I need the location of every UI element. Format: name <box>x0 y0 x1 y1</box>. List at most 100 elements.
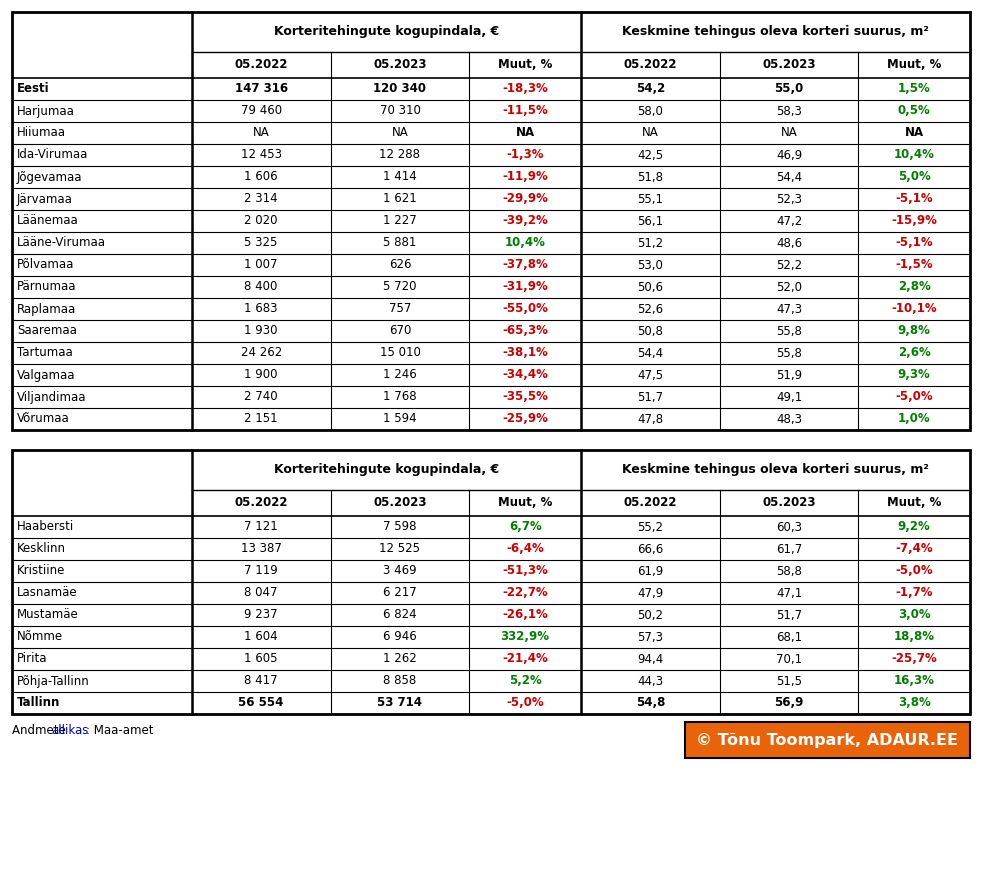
Text: NA: NA <box>904 127 924 139</box>
Text: 51,8: 51,8 <box>637 171 663 184</box>
Text: 52,0: 52,0 <box>776 281 802 293</box>
Text: -15,9%: -15,9% <box>892 214 937 228</box>
Text: 61,9: 61,9 <box>637 564 664 578</box>
Text: Muut, %: Muut, % <box>498 59 552 72</box>
Text: 8 858: 8 858 <box>383 675 416 688</box>
Text: 1 227: 1 227 <box>383 214 416 228</box>
Text: Kristiine: Kristiine <box>17 564 66 578</box>
Text: 47,1: 47,1 <box>776 586 802 599</box>
Text: 58,0: 58,0 <box>637 104 663 117</box>
Bar <box>685 722 970 758</box>
Text: NA: NA <box>781 127 797 139</box>
Text: Muut, %: Muut, % <box>498 496 552 509</box>
Text: Keskmine tehingus oleva korteri suurus, m²: Keskmine tehingus oleva korteri suurus, … <box>622 464 929 477</box>
Bar <box>12 450 970 714</box>
Text: 05.2022: 05.2022 <box>235 59 288 72</box>
Text: 05.2022: 05.2022 <box>624 496 677 509</box>
Text: 66,6: 66,6 <box>637 542 664 556</box>
Text: 05.2023: 05.2023 <box>373 59 427 72</box>
Text: -31,9%: -31,9% <box>502 281 548 293</box>
Text: 9,2%: 9,2% <box>898 521 931 534</box>
Text: 5,0%: 5,0% <box>898 171 931 184</box>
Text: 5 720: 5 720 <box>383 281 416 293</box>
Text: 15 010: 15 010 <box>379 346 420 360</box>
Text: 6 946: 6 946 <box>383 631 416 643</box>
Text: -25,7%: -25,7% <box>892 653 937 666</box>
Text: Mustamäe: Mustamäe <box>17 608 79 621</box>
Text: 3,0%: 3,0% <box>898 608 931 621</box>
Text: 55,2: 55,2 <box>637 521 663 534</box>
Text: Ida-Virumaa: Ida-Virumaa <box>17 149 88 162</box>
Text: -10,1%: -10,1% <box>892 303 937 316</box>
Text: 79 460: 79 460 <box>241 104 282 117</box>
Text: : Maa-amet: : Maa-amet <box>86 724 153 737</box>
Text: 51,5: 51,5 <box>776 675 802 688</box>
Text: -55,0%: -55,0% <box>502 303 548 316</box>
Text: 44,3: 44,3 <box>637 675 664 688</box>
Text: 49,1: 49,1 <box>776 390 802 403</box>
Text: Viljandimaa: Viljandimaa <box>17 390 86 403</box>
Text: -6,4%: -6,4% <box>507 542 544 556</box>
Text: -1,7%: -1,7% <box>896 586 933 599</box>
Text: 55,8: 55,8 <box>776 346 802 360</box>
Text: 50,8: 50,8 <box>637 325 663 338</box>
Text: Järvamaa: Järvamaa <box>17 192 73 206</box>
Text: 54,2: 54,2 <box>635 82 665 95</box>
Text: 1 930: 1 930 <box>245 325 278 338</box>
Text: Lääne-Virumaa: Lääne-Virumaa <box>17 236 106 249</box>
Text: -26,1%: -26,1% <box>502 608 548 621</box>
Text: 1 414: 1 414 <box>383 171 416 184</box>
Text: 8 417: 8 417 <box>245 675 278 688</box>
Text: Tallinn: Tallinn <box>17 696 60 710</box>
Text: Põhja-Tallinn: Põhja-Tallinn <box>17 675 89 688</box>
Text: NA: NA <box>252 127 269 139</box>
Text: -22,7%: -22,7% <box>503 586 548 599</box>
Text: 9,3%: 9,3% <box>898 368 931 382</box>
Text: 1 606: 1 606 <box>245 171 278 184</box>
Text: 58,3: 58,3 <box>776 104 802 117</box>
Text: 2 020: 2 020 <box>245 214 278 228</box>
Text: -51,3%: -51,3% <box>502 564 548 578</box>
Text: -5,1%: -5,1% <box>896 236 933 249</box>
Text: 147 316: 147 316 <box>235 82 288 95</box>
Text: 05.2022: 05.2022 <box>235 496 288 509</box>
Text: -25,9%: -25,9% <box>502 412 548 425</box>
Text: 94,4: 94,4 <box>637 653 664 666</box>
Text: 48,6: 48,6 <box>776 236 802 249</box>
Text: -5,0%: -5,0% <box>896 564 933 578</box>
Text: -29,9%: -29,9% <box>502 192 548 206</box>
Text: 1 246: 1 246 <box>383 368 416 382</box>
Text: -35,5%: -35,5% <box>502 390 548 403</box>
Text: 68,1: 68,1 <box>776 631 802 643</box>
Text: 1,0%: 1,0% <box>898 412 931 425</box>
Text: -38,1%: -38,1% <box>502 346 548 360</box>
Text: -5,0%: -5,0% <box>507 696 544 710</box>
Text: Pärnumaa: Pärnumaa <box>17 281 77 293</box>
Text: 120 340: 120 340 <box>373 82 426 95</box>
Text: 55,8: 55,8 <box>776 325 802 338</box>
Text: 56,9: 56,9 <box>775 696 804 710</box>
Text: 6,7%: 6,7% <box>509 521 541 534</box>
Text: 53,0: 53,0 <box>637 258 663 271</box>
Text: -11,5%: -11,5% <box>502 104 548 117</box>
Text: 50,2: 50,2 <box>637 608 663 621</box>
Text: 5,2%: 5,2% <box>509 675 541 688</box>
Text: 52,3: 52,3 <box>776 192 802 206</box>
Text: 1 594: 1 594 <box>383 412 416 425</box>
Text: 18,8%: 18,8% <box>894 631 935 643</box>
Text: Haabersti: Haabersti <box>17 521 75 534</box>
Text: Jõgevamaa: Jõgevamaa <box>17 171 82 184</box>
Text: 51,7: 51,7 <box>637 390 664 403</box>
Text: Pirita: Pirita <box>17 653 47 666</box>
Text: 6 824: 6 824 <box>383 608 416 621</box>
Text: 50,6: 50,6 <box>637 281 663 293</box>
Text: 0,5%: 0,5% <box>898 104 931 117</box>
Text: 757: 757 <box>389 303 411 316</box>
Text: Nõmme: Nõmme <box>17 631 63 643</box>
Text: 47,3: 47,3 <box>776 303 802 316</box>
Text: -5,0%: -5,0% <box>896 390 933 403</box>
Text: 56,1: 56,1 <box>637 214 664 228</box>
Text: NA: NA <box>642 127 659 139</box>
Text: Võrumaa: Võrumaa <box>17 412 70 425</box>
Text: 6 217: 6 217 <box>383 586 416 599</box>
